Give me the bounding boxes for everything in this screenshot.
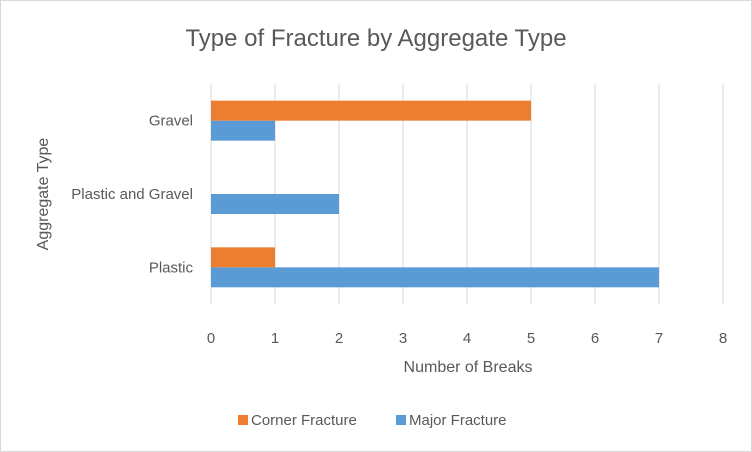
bar-major-fracture (211, 120, 275, 141)
chart-title: Type of Fracture by Aggregate Type (185, 25, 566, 52)
y-tick-labels: Plastic Plastic and Gravel Gravel (71, 113, 193, 277)
bars (211, 100, 659, 288)
x-tick-label: 4 (463, 330, 471, 347)
y-tick-label: Plastic and Gravel (71, 186, 193, 203)
bar-major-fracture (211, 267, 659, 288)
y-axis-title: Aggregate Type (35, 138, 52, 251)
x-axis-title: Number of Breaks (404, 359, 533, 376)
x-tick-label: 0 (207, 330, 215, 347)
x-tick-label: 6 (591, 330, 599, 347)
x-tick-label: 5 (527, 330, 535, 347)
y-tick-label: Gravel (149, 113, 193, 130)
legend-swatch (396, 415, 406, 425)
bar-major-fracture (211, 194, 339, 214)
x-tick-labels: 0 1 2 3 4 5 6 7 8 (207, 330, 727, 347)
bar-corner-fracture (211, 100, 531, 121)
x-tick-label: 1 (271, 330, 279, 347)
legend-swatch (238, 415, 248, 425)
legend-label: Major Fracture (409, 412, 507, 429)
bar-corner-fracture (211, 247, 275, 268)
y-tick-label: Plastic (149, 259, 194, 276)
x-tick-label: 8 (719, 330, 727, 347)
x-tick-label: 2 (335, 330, 343, 347)
x-tick-label: 3 (399, 330, 407, 347)
x-tick-label: 7 (655, 330, 663, 347)
legend: Corner Fracture Major Fracture (238, 412, 507, 429)
legend-label: Corner Fracture (251, 412, 357, 429)
